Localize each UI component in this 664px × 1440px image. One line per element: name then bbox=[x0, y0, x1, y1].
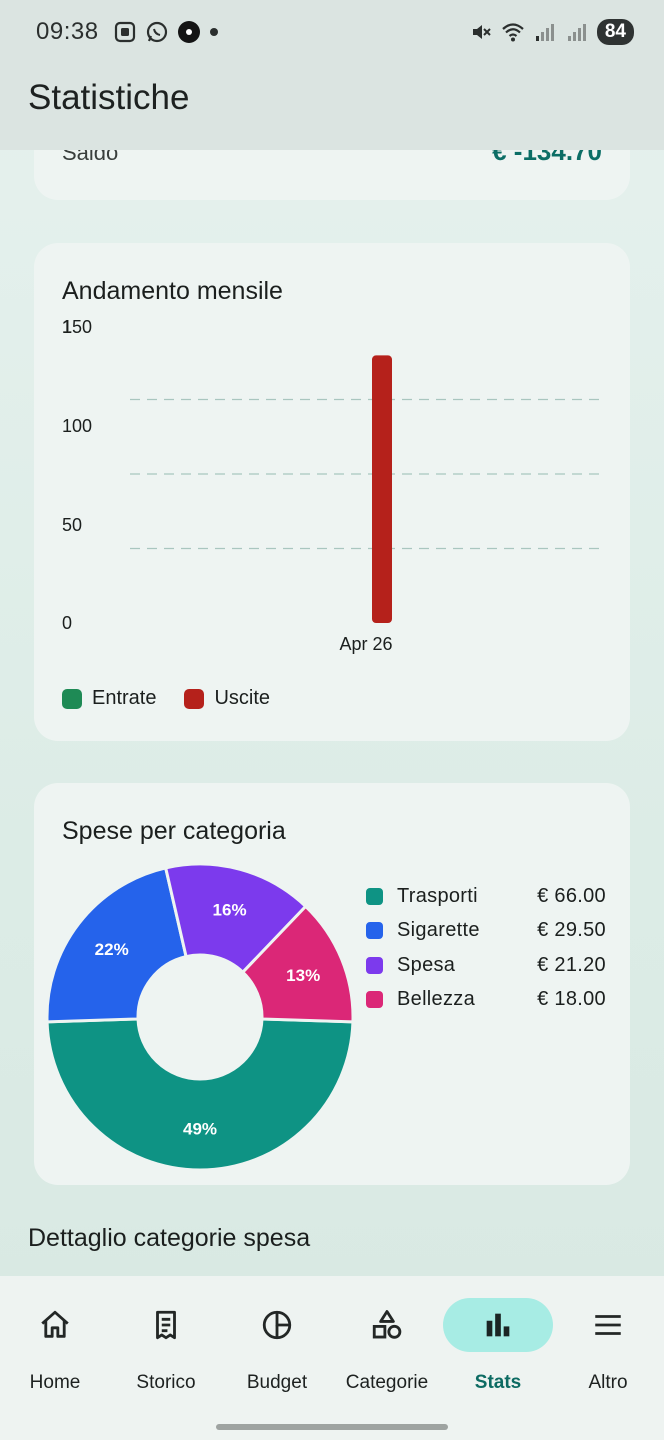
legend-swatch bbox=[366, 922, 383, 940]
monthly-trend-card: Andamento mensile 0 50 100 150 1 Apr 26 Entra… bbox=[34, 243, 630, 741]
home-indicator[interactable] bbox=[216, 1424, 448, 1430]
slice-percent-label: 22% bbox=[95, 940, 129, 959]
legend-swatch-entrate bbox=[62, 688, 82, 709]
legend-row-sigarette[interactable]: Sigarette € 29.50 bbox=[366, 914, 606, 949]
nav-label: Budget bbox=[246, 1372, 308, 1393]
mute-icon bbox=[472, 25, 491, 39]
whatsapp-icon bbox=[146, 21, 167, 43]
y-tick-label: 0 bbox=[62, 613, 72, 633]
nav-storico[interactable]: Storico bbox=[111, 1298, 221, 1408]
x-tick-label: Apr 26 bbox=[339, 634, 392, 654]
bar-chart-icon bbox=[486, 1313, 510, 1337]
signal-icon bbox=[567, 24, 586, 41]
category-legend: Trasporti € 66.00 Sigarette € 29.50 Spes… bbox=[366, 879, 606, 1017]
nav-pill-active bbox=[443, 1298, 553, 1352]
legend-entrate: Entrate bbox=[62, 687, 156, 710]
legend-swatch bbox=[366, 956, 383, 974]
slice-percent-label: 16% bbox=[213, 900, 247, 919]
shapes-icon bbox=[372, 1310, 402, 1339]
legend-category-name: Bellezza bbox=[397, 988, 475, 1011]
category-spending-title: Spese per categoria bbox=[62, 817, 286, 845]
nav-pill bbox=[0, 1298, 110, 1352]
nav-pill bbox=[553, 1298, 663, 1352]
nav-label: Storico bbox=[136, 1372, 196, 1393]
y-tick-label: 50 bbox=[62, 515, 82, 535]
y-tick-label-overlap: 1 bbox=[62, 317, 72, 337]
status-bar: 09:38 bbox=[0, 0, 664, 64]
legend-label-entrate: Entrate bbox=[92, 687, 157, 709]
nav-label: Categorie bbox=[345, 1372, 429, 1393]
slice-percent-label: 13% bbox=[286, 966, 320, 985]
category-spending-card: Spese per categoria 49% 22% 16% 13% Traspor… bbox=[34, 783, 630, 1185]
monthly-trend-title: Andamento mensile bbox=[62, 277, 283, 305]
nav-pill bbox=[222, 1298, 332, 1352]
legend-uscite: Uscite bbox=[184, 687, 270, 710]
legend-category-amount: € 66.00 bbox=[537, 884, 606, 907]
slice-trasporti[interactable] bbox=[45, 1017, 355, 1172]
nav-label: Altro bbox=[588, 1372, 628, 1393]
nav-stats[interactable]: Stats bbox=[443, 1298, 553, 1408]
nav-categorie[interactable]: Categorie bbox=[332, 1298, 442, 1408]
nav-pill bbox=[111, 1298, 221, 1352]
category-detail-heading: Dettaglio categorie spesa bbox=[28, 1224, 311, 1252]
screenshot-icon bbox=[114, 21, 135, 43]
bottom-navigation: Home Storico Budget bbox=[0, 1276, 664, 1440]
nav-pill bbox=[332, 1298, 442, 1352]
receipt-icon bbox=[156, 1310, 176, 1340]
legend-category-amount: € 18.00 bbox=[537, 988, 606, 1011]
slice-percent-label: 49% bbox=[183, 1120, 217, 1139]
nav-budget[interactable]: Budget bbox=[222, 1298, 332, 1408]
legend-category-amount: € 21.20 bbox=[537, 953, 606, 976]
legend-category-name: Spesa bbox=[397, 953, 456, 976]
home-icon bbox=[41, 1310, 69, 1338]
nav-label: Home bbox=[29, 1372, 81, 1393]
app-icon bbox=[177, 21, 200, 43]
legend-category-amount: € 29.50 bbox=[537, 919, 606, 942]
legend-row-spesa[interactable]: Spesa € 21.20 bbox=[366, 948, 606, 983]
status-time: 09:38 bbox=[36, 18, 99, 45]
slice-sigarette[interactable] bbox=[45, 866, 188, 1024]
monthly-legend: Entrate Uscite bbox=[62, 687, 270, 710]
legend-row-bellezza[interactable]: Bellezza € 18.00 bbox=[366, 983, 606, 1018]
top-bar: 09:38 bbox=[0, 0, 664, 150]
legend-category-name: Sigarette bbox=[397, 919, 480, 942]
nav-home[interactable]: Home bbox=[0, 1298, 110, 1408]
legend-swatch-uscite bbox=[184, 688, 205, 709]
legend-row-trasporti[interactable]: Trasporti € 66.00 bbox=[366, 879, 606, 914]
wifi-icon bbox=[502, 23, 524, 42]
pie-icon bbox=[262, 1310, 292, 1340]
bar-uscite[interactable] bbox=[372, 355, 392, 623]
slice-spesa[interactable] bbox=[163, 862, 308, 975]
legend-label-uscite: Uscite bbox=[214, 687, 271, 709]
y-tick-label: 150 bbox=[62, 317, 92, 337]
menu-icon bbox=[595, 1315, 621, 1335]
battery-indicator: 84 bbox=[596, 19, 634, 45]
signal-icon bbox=[535, 24, 554, 41]
legend-swatch bbox=[366, 887, 383, 905]
nav-altro[interactable]: Altro bbox=[553, 1298, 663, 1408]
category-donut-chart: 49% 22% 16% 13% bbox=[45, 862, 355, 1172]
dot-icon bbox=[209, 28, 218, 36]
page-title: Statistiche bbox=[28, 78, 190, 117]
legend-swatch bbox=[366, 991, 383, 1009]
nav-label: Stats bbox=[474, 1372, 522, 1393]
legend-category-name: Trasporti bbox=[397, 884, 478, 907]
y-tick-label: 100 bbox=[62, 416, 92, 436]
slice-bellezza[interactable] bbox=[240, 904, 355, 1024]
